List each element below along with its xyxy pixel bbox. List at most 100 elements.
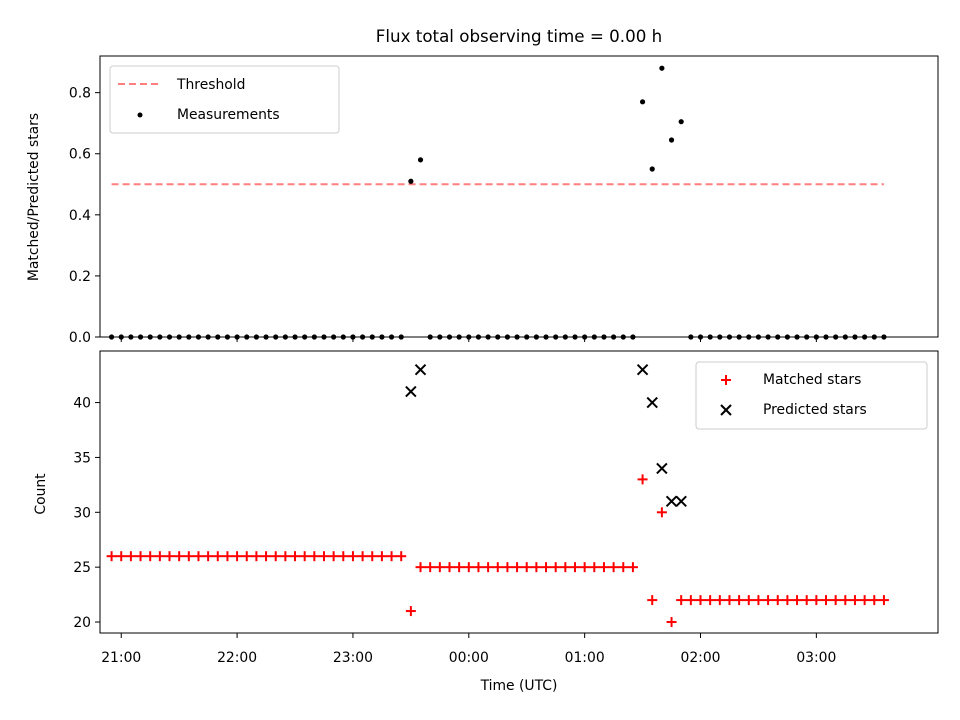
matched-star-point	[232, 551, 243, 562]
legend-matched-swatch	[721, 375, 731, 385]
matched-star-point	[261, 551, 272, 562]
legend-predicted-swatch	[720, 404, 732, 416]
matched-star-point	[241, 551, 252, 562]
matched-star-point	[396, 551, 407, 562]
predicted-star-point	[405, 385, 417, 398]
ratio-legend: Threshold Measurements	[109, 65, 340, 134]
matched-star-point	[502, 562, 513, 573]
matched-star-point	[386, 551, 397, 562]
legend-measurements-label: Measurements	[177, 107, 280, 123]
matched-star-point	[203, 551, 214, 562]
matched-star-point	[763, 595, 774, 606]
predicted-star-point	[636, 363, 649, 376]
matched-star-point	[734, 595, 745, 606]
matched-star-point	[695, 595, 706, 606]
matched-star-point	[251, 551, 262, 562]
predicted-star-point	[675, 495, 687, 508]
legend-matched-label: Matched stars	[763, 372, 861, 388]
count-panel: Count Time (UTC) 20 25 30 35 40 21:00 22:00 23…	[33, 350, 939, 694]
matched-star-point	[589, 562, 600, 573]
ratio-panel: Flux total observing time = 0.00 h Match…	[26, 26, 939, 346]
matched-star-point	[521, 562, 532, 573]
count-y-tick-label: 30	[73, 505, 91, 521]
matched-star-point	[290, 551, 301, 562]
matched-star-point	[840, 595, 851, 606]
count-x-axis-label: Time (UTC)	[480, 678, 558, 694]
ratio-plot-area	[108, 65, 887, 340]
matched-star-point	[347, 551, 358, 562]
ratio-y-tick-label: 0.6	[69, 147, 91, 163]
predicted-star-point	[646, 396, 658, 409]
matched-star-point	[106, 551, 117, 562]
count-y-tick-label: 40	[73, 396, 91, 412]
matched-star-point	[463, 562, 474, 573]
measurement-point	[659, 65, 665, 71]
matched-star-point	[560, 562, 571, 573]
predicted-star-point	[665, 495, 678, 508]
count-x-tick-label: 01:00	[565, 650, 605, 666]
matched-star-point	[801, 595, 812, 606]
matched-star-point	[647, 595, 658, 606]
ratio-axes-frame	[99, 55, 939, 338]
legend-matched-marker	[721, 375, 731, 385]
matched-star-point	[569, 562, 580, 573]
measurement-point	[668, 137, 675, 143]
matched-star-point	[174, 551, 185, 562]
matched-star-point	[154, 551, 165, 562]
matched-star-point	[637, 474, 648, 485]
legend-measurements-swatch	[137, 112, 143, 118]
matched-star-point	[792, 595, 803, 606]
matched-star-point	[309, 551, 320, 562]
count-x-tick-label: 02:00	[680, 650, 720, 666]
count-x-tick-label: 23:00	[333, 650, 373, 666]
matched-star-point	[454, 562, 465, 573]
matched-star-point	[656, 507, 667, 518]
matched-star-point	[125, 551, 136, 562]
count-y-tick-label: 25	[73, 560, 91, 576]
measurement-point	[678, 119, 684, 125]
matched-star-point	[705, 595, 716, 606]
matched-star-point	[821, 595, 832, 606]
matched-star-point	[135, 551, 146, 562]
matched-star-point	[405, 606, 416, 617]
matched-star-point	[869, 595, 880, 606]
measurement-point	[408, 178, 414, 184]
matched-star-point	[193, 551, 204, 562]
matched-star-point	[145, 551, 156, 562]
measurement-point	[417, 157, 424, 163]
chart-title: Flux total observing time = 0.00 h	[376, 26, 662, 46]
matched-star-point	[212, 551, 223, 562]
measurement-point	[639, 99, 646, 105]
count-y-axis: 20 25 30 35 40	[73, 396, 100, 631]
matched-star-point	[676, 595, 687, 606]
matched-star-point	[666, 617, 677, 628]
matched-star-point	[434, 562, 445, 573]
count-x-tick-label: 00:00	[449, 650, 489, 666]
predicted-star-point	[656, 462, 668, 475]
matched-star-point	[444, 562, 455, 573]
predicted-star-point	[414, 363, 427, 376]
count-plot-area	[106, 363, 889, 628]
count-y-tick-label: 20	[73, 615, 91, 631]
matched-star-point	[811, 595, 822, 606]
matched-star-point	[782, 595, 793, 606]
matched-star-point	[598, 562, 609, 573]
ratio-legend-box	[109, 65, 340, 134]
matched-star-point	[164, 551, 175, 562]
ratio-x-axis	[120, 337, 817, 342]
matched-star-point	[772, 595, 783, 606]
matched-star-point	[753, 595, 764, 606]
matched-star-point	[859, 595, 870, 606]
matched-star-point	[512, 562, 523, 573]
matched-star-point	[270, 551, 281, 562]
ratio-y-tick-label: 0.8	[69, 86, 91, 102]
matched-star-point	[579, 562, 590, 573]
matched-star-point	[627, 562, 638, 573]
ratio-y-tick-label: 0.4	[69, 208, 91, 224]
ratio-y-tick-label: 0.0	[69, 330, 91, 346]
matched-star-point	[222, 551, 233, 562]
matched-star-point	[183, 551, 194, 562]
matched-star-point	[608, 562, 619, 573]
matched-star-point	[618, 562, 629, 573]
matched-star-point	[376, 551, 387, 562]
